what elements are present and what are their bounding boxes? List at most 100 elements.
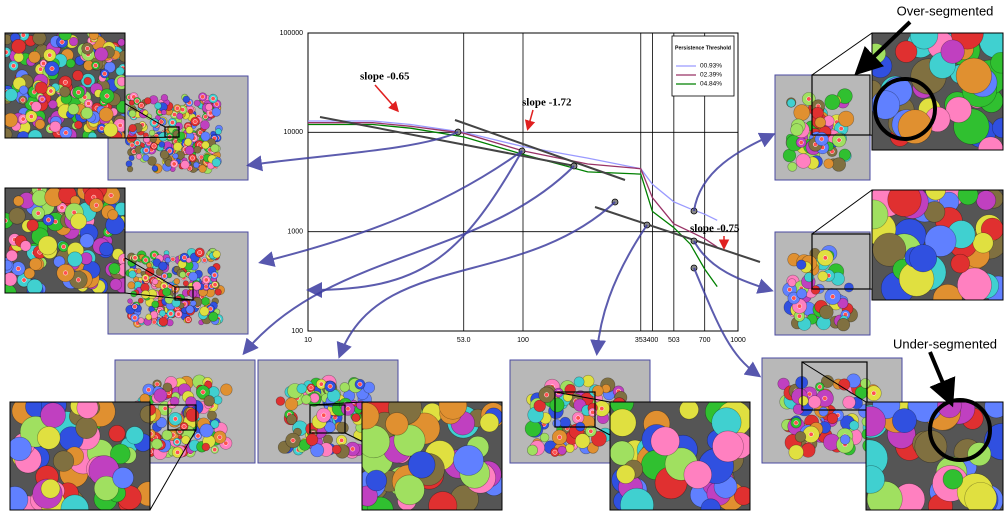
segment-blob <box>943 469 963 489</box>
segment-blob <box>14 52 24 62</box>
figure: 1001000100001000001053.01003534005037001… <box>0 0 1008 511</box>
segment-blob <box>38 236 57 255</box>
critical-point <box>63 80 67 84</box>
segment-blob <box>209 312 219 322</box>
critical-point <box>175 440 179 444</box>
critical-point <box>198 250 202 254</box>
critical-point <box>135 99 139 103</box>
critical-point <box>60 206 64 210</box>
page: 1001000100001000001053.01003534005037001… <box>0 0 1008 511</box>
x-tick-label: 700 <box>699 337 711 344</box>
segment-blob <box>41 479 60 498</box>
x-tick-label: 503 <box>668 337 680 344</box>
segment-blob <box>8 437 32 461</box>
segment-blob <box>152 279 158 285</box>
legend-label: 02.39% <box>700 72 722 79</box>
segment-blob <box>386 413 409 436</box>
segment-blob <box>201 132 210 141</box>
segment-blob <box>37 426 60 449</box>
critical-point <box>36 211 40 215</box>
segment-blob <box>174 278 180 284</box>
critical-point <box>839 126 843 130</box>
critical-point <box>831 294 835 298</box>
segment-blob <box>453 445 483 475</box>
segment-blob <box>787 99 795 107</box>
segment-blob <box>592 385 603 396</box>
critical-point <box>40 97 44 101</box>
critical-point <box>133 316 137 320</box>
segment-blob <box>183 281 188 286</box>
segment-blob <box>118 39 125 46</box>
segment-blob <box>165 257 170 262</box>
critical-point <box>576 416 580 420</box>
segment-blob <box>395 475 425 505</box>
segment-blob <box>50 121 61 132</box>
segment-blob <box>965 482 997 511</box>
critical-point <box>182 255 186 259</box>
segment-blob <box>574 377 584 387</box>
annotation-arrow <box>930 352 950 400</box>
segment-blob <box>183 96 190 103</box>
critical-point <box>797 314 801 318</box>
segment-blob <box>909 245 936 272</box>
y-tick-label: 10000 <box>284 129 304 136</box>
segment-blob <box>161 94 168 101</box>
segment-blob <box>173 142 182 151</box>
segment-blob <box>194 146 201 153</box>
critical-point <box>133 304 137 308</box>
critical-point <box>11 64 15 68</box>
segment-blob <box>185 146 194 155</box>
segment-blob <box>560 417 571 428</box>
critical-point <box>182 424 186 428</box>
segment-blob <box>204 395 215 406</box>
critical-point <box>130 143 134 147</box>
segment-blob <box>957 268 991 302</box>
critical-point <box>809 432 813 436</box>
segment-blob <box>788 162 797 171</box>
segment-blob <box>215 289 221 295</box>
segment-blob <box>941 40 965 64</box>
segment-blob <box>154 389 167 402</box>
critical-point <box>186 317 190 321</box>
segment-blob <box>832 158 846 172</box>
segment-blob <box>859 200 888 229</box>
critical-point <box>152 144 156 148</box>
critical-point <box>291 438 295 442</box>
segment-blob <box>849 421 859 431</box>
segment-blob <box>108 210 118 220</box>
segment-blob <box>144 97 151 104</box>
critical-point <box>202 258 206 262</box>
x-tick-label: 10 <box>304 337 312 344</box>
segment-blob <box>68 252 83 267</box>
critical-point <box>797 304 801 308</box>
segment-blob <box>159 141 165 147</box>
segment-blob <box>95 48 108 61</box>
segment-blob <box>199 165 207 173</box>
segment-blob <box>69 37 78 46</box>
segment-blob <box>843 396 856 409</box>
segment-blob <box>159 310 165 316</box>
critical-point <box>339 438 343 442</box>
critical-point <box>139 103 143 107</box>
segment-blob <box>553 419 561 427</box>
segment-blob <box>136 269 141 274</box>
critical-point <box>21 98 25 102</box>
segment-blob <box>60 87 71 98</box>
segment-blob <box>152 301 159 308</box>
segment-blob <box>89 30 99 40</box>
critical-point <box>211 96 215 100</box>
segment-blob <box>146 263 151 268</box>
segment-blob <box>138 318 144 324</box>
critical-point <box>21 33 25 37</box>
segment-blob <box>194 100 200 106</box>
segment-blob <box>302 395 311 404</box>
segment-blob <box>162 430 172 440</box>
segment-blob <box>892 409 916 433</box>
critical-point <box>61 245 65 249</box>
segment-blob <box>815 117 826 128</box>
segment-blob <box>193 162 199 168</box>
segment-blob <box>525 421 541 437</box>
segment-blob <box>978 137 1003 162</box>
segment-blob <box>161 110 166 115</box>
image-panel <box>2 393 161 511</box>
